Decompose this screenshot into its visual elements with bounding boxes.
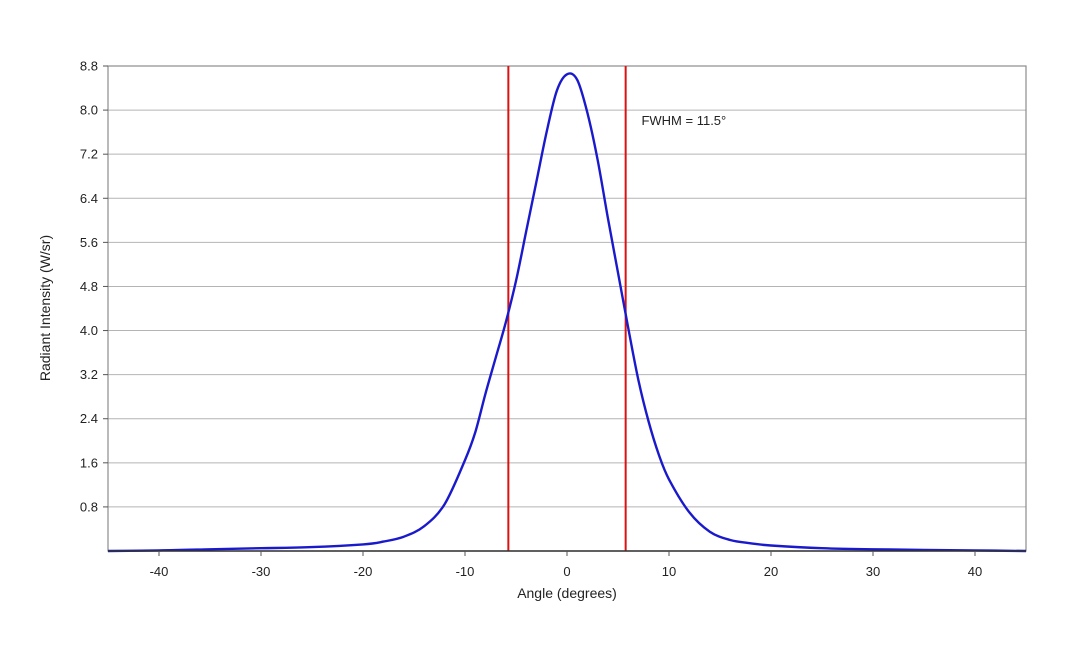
x-axis-title: Angle (degrees) xyxy=(517,585,617,601)
y-tick-label: 4.0 xyxy=(80,323,98,338)
y-tick-label: 8.8 xyxy=(80,59,98,74)
y-tick-label: 8.0 xyxy=(80,103,98,118)
x-tick-label: -20 xyxy=(354,564,373,579)
y-axis-ticks: 0.8 1.6 2.4 3.2 4.0 4.8 5.6 6.4 7.2 8.0 8.8 xyxy=(80,59,108,514)
y-tick-label: 5.6 xyxy=(80,235,98,250)
y-tick-label: 3.2 xyxy=(80,367,98,382)
x-tick-label: -40 xyxy=(150,564,169,579)
x-tick-label: 30 xyxy=(866,564,880,579)
fwhm-markers xyxy=(507,66,627,551)
gridlines xyxy=(108,65,1026,508)
x-tick-label: 0 xyxy=(563,564,570,579)
fwhm-annotation: FWHM = 11.5° xyxy=(641,113,726,128)
x-tick-label: -10 xyxy=(456,564,475,579)
y-tick-label: 2.4 xyxy=(80,411,98,426)
x-tick-label: 20 xyxy=(764,564,778,579)
series-line xyxy=(107,72,1027,553)
series-layer xyxy=(107,72,1027,553)
x-tick-label: 10 xyxy=(662,564,676,579)
y-tick-label: 6.4 xyxy=(80,191,98,206)
x-tick-label: -30 xyxy=(252,564,271,579)
y-tick-label: 0.8 xyxy=(80,499,98,514)
y-axis-title: Radiant Intensity (W/sr) xyxy=(37,235,53,381)
plot-area xyxy=(107,65,1027,552)
x-axis-ticks: -40 -30 -20 -10 0 10 20 30 40 xyxy=(150,551,982,579)
y-tick-label: 4.8 xyxy=(80,279,98,294)
x-tick-label: 40 xyxy=(968,564,982,579)
y-tick-label: 1.6 xyxy=(80,455,98,470)
y-tick-label: 7.2 xyxy=(80,147,98,162)
